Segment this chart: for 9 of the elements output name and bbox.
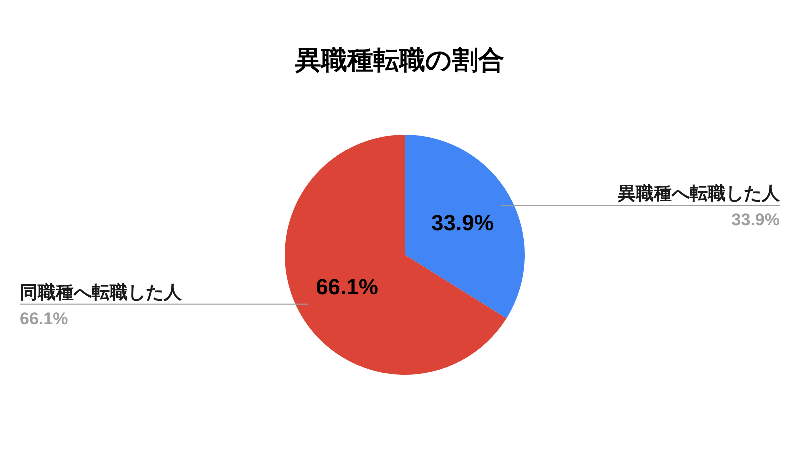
text: 33.9% (732, 210, 780, 230)
data-label: 33.9% (432, 210, 494, 236)
slice-label: 異職種へ転職した人 (617, 184, 781, 204)
slice-label: 同職種へ転職した人 (20, 282, 183, 302)
chart-title: 異職種転職の割合 (294, 44, 506, 77)
pie-slice (405, 135, 525, 319)
data-label: 66.1% (316, 274, 378, 300)
pie-slice (285, 135, 507, 375)
text: 66.1% (20, 309, 68, 328)
